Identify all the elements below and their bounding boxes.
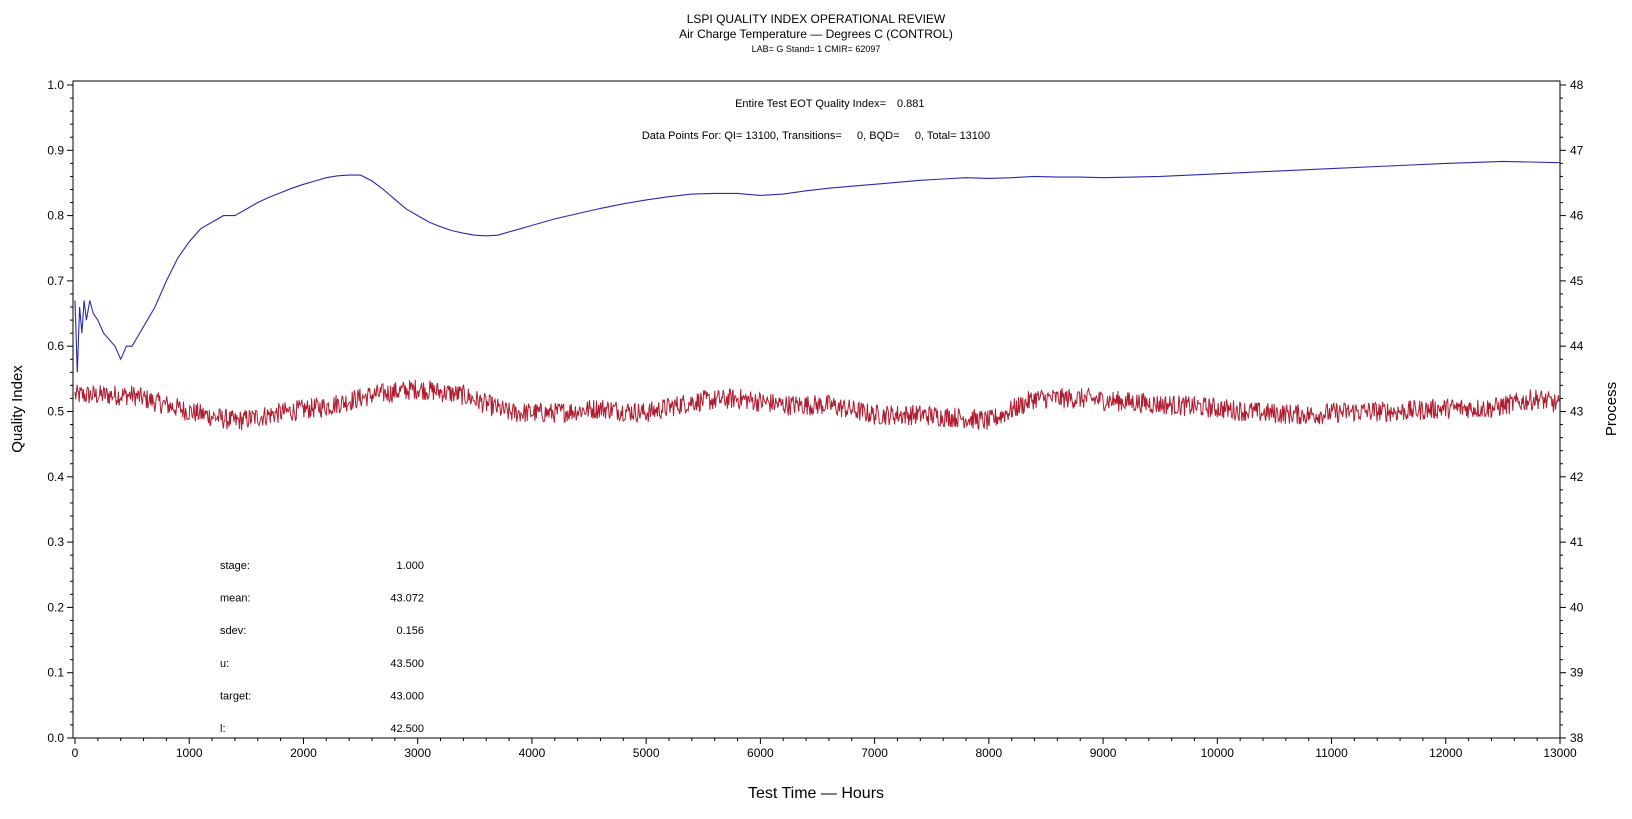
y-axis: 0.0 0.1 0.2 0.3 0.4 0.5 0.6 0.7 0.8 0.9 1.0 — [47, 78, 73, 745]
x-tick-label: 7000 — [861, 746, 888, 760]
y-axis-label: Quality Index — [9, 365, 26, 453]
y-tick-label: 0.9 — [47, 143, 64, 157]
y-right-tick-label: 47 — [1570, 143, 1584, 157]
x-tick-label: 0 — [72, 746, 79, 760]
x-tick-label: 9000 — [1090, 746, 1117, 760]
y-tick-label: 1.0 — [47, 78, 64, 92]
stat-value: 43.000 — [390, 690, 424, 702]
y-tick-label: 0.2 — [47, 600, 64, 614]
stat-value: 42.500 — [390, 723, 424, 735]
y-axis-right: 38 39 40 41 42 43 44 45 46 47 48 — [1560, 78, 1584, 745]
y-right-tick-label: 46 — [1570, 209, 1584, 223]
stat-label: u: — [220, 658, 229, 670]
y-tick-label: 0.6 — [47, 339, 64, 353]
x-tick-label: 4000 — [519, 746, 546, 760]
stat-value: 43.500 — [390, 658, 424, 670]
y-right-tick-label: 48 — [1570, 78, 1584, 92]
y-right-tick-label: 38 — [1570, 731, 1584, 745]
x-tick-label: 12000 — [1429, 746, 1463, 760]
y-right-tick-label: 44 — [1570, 339, 1584, 353]
stat-label: l: — [220, 723, 226, 735]
x-tick-label: 5000 — [633, 746, 660, 760]
y-right-tick-label: 43 — [1570, 405, 1584, 419]
y-tick-label: 0.0 — [47, 731, 64, 745]
x-tick-label: 6000 — [747, 746, 774, 760]
stat-label: mean: — [220, 593, 251, 605]
chart-subtitle-2: LAB= G Stand= 1 CMIR= 62097 — [751, 44, 881, 54]
stat-label: sdev: — [220, 625, 246, 637]
chart-subtitle: Air Charge Temperature — Degrees C (CONT… — [679, 27, 953, 41]
plot-frame — [72, 80, 1561, 739]
x-tick-label: 13000 — [1543, 746, 1577, 760]
y-tick-label: 0.1 — [47, 666, 64, 680]
x-tick-label: 3000 — [404, 746, 431, 760]
y-tick-label: 0.3 — [47, 535, 64, 549]
process-series-line — [74, 379, 1561, 431]
x-axis-label: Test Time — Hours — [748, 785, 884, 802]
y-axis-right-label: Process — [1603, 382, 1620, 436]
x-tick-label: 1000 — [176, 746, 203, 760]
chart-title: LSPI QUALITY INDEX OPERATIONAL REVIEW — [686, 12, 946, 26]
y-right-tick-label: 45 — [1570, 274, 1584, 288]
x-tick-label: 2000 — [290, 746, 317, 760]
stat-label: stage: — [220, 560, 250, 572]
x-tick-label: 8000 — [975, 746, 1002, 760]
data-points-summary: Data Points For: QI= 13100, Transitions=… — [642, 130, 990, 142]
eot-quality-label: Entire Test EOT Quality Index= — [735, 98, 886, 110]
stats-block: stage: 1.000 mean: 43.072 sdev: 0.156 u: 43.500… — [220, 560, 424, 735]
y-tick-label: 0.7 — [47, 274, 64, 288]
y-tick-label: 0.5 — [47, 405, 64, 419]
y-right-tick-label: 40 — [1570, 600, 1584, 614]
stat-value: 0.156 — [396, 625, 424, 637]
y-right-tick-label: 39 — [1570, 666, 1584, 680]
x-axis: 0 1000 2000 3000 4000 5000 6000 7000 8000 9000 100… — [72, 738, 1577, 760]
y-right-tick-label: 41 — [1570, 535, 1584, 549]
x-tick-label: 10000 — [1201, 746, 1235, 760]
stat-value: 43.072 — [390, 593, 424, 605]
y-tick-label: 0.4 — [47, 470, 64, 484]
x-tick-label: 11000 — [1315, 746, 1348, 760]
y-right-tick-label: 42 — [1570, 470, 1584, 484]
stat-value: 1.000 — [396, 560, 424, 572]
stat-label: target: — [220, 690, 251, 702]
y-tick-label: 0.8 — [47, 209, 64, 223]
eot-quality-value: 0.881 — [897, 98, 925, 110]
series-layer — [74, 160, 1561, 431]
quality-index-series-line — [74, 160, 1561, 373]
